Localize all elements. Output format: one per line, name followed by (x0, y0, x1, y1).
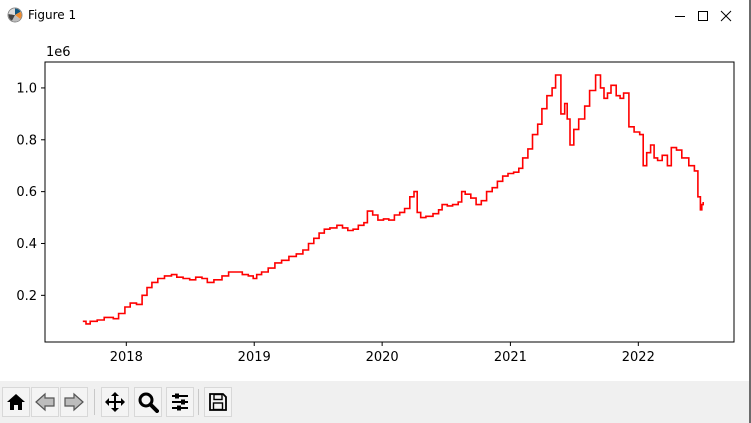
plot-area (44, 61, 735, 343)
home-icon (7, 394, 25, 410)
y-tick-label: 0.8 (16, 133, 37, 148)
y-tick-label: 1.0 (16, 81, 37, 96)
close-button[interactable] (703, 0, 749, 31)
y-axis: 0.2 0.4 0.6 0.8 1.0 (16, 81, 45, 304)
figure-canvas[interactable]: 1e6 2018 2019 2020 2021 2022 0.2 0.4 0.6 0.8 1.0 (0, 31, 751, 381)
x-axis: 2018 2019 2020 2021 2022 (110, 342, 655, 365)
forward-button[interactable] (60, 387, 88, 417)
save-icon (209, 393, 227, 411)
matplotlib-logo-icon (7, 7, 23, 23)
configure-subplots-icon (172, 393, 188, 411)
forward-icon (64, 392, 84, 412)
title-bar: Figure 1 (0, 0, 751, 31)
configure-subplots-button[interactable] (166, 387, 194, 417)
back-icon (35, 392, 55, 412)
home-button[interactable] (2, 387, 30, 417)
close-icon (720, 10, 732, 21)
maximize-button[interactable] (680, 0, 726, 31)
window-border (749, 0, 751, 423)
zoom-button[interactable] (134, 387, 162, 417)
pan-button[interactable] (101, 387, 129, 417)
save-button[interactable] (204, 387, 232, 417)
navigation-toolbar (0, 381, 751, 423)
window-title: Figure 1 (28, 8, 77, 22)
y-tick-label: 0.6 (16, 185, 37, 200)
toolbar-separator (198, 389, 199, 415)
y-tick-label: 0.4 (16, 237, 37, 252)
x-tick-label: 2021 (494, 350, 527, 365)
x-tick-label: 2019 (238, 350, 271, 365)
y-tick-label: 0.2 (16, 289, 37, 304)
minimize-icon (675, 15, 685, 17)
x-tick-label: 2022 (622, 350, 655, 365)
maximize-icon (698, 10, 708, 21)
pan-icon (105, 392, 125, 412)
x-tick-label: 2018 (110, 350, 143, 365)
series-line (82, 74, 704, 325)
line-chart: 1e6 2018 2019 2020 2021 2022 0.2 0.4 0.6 0.8 1.0 (16, 45, 735, 365)
minimize-button[interactable] (657, 0, 703, 31)
back-button[interactable] (31, 387, 59, 417)
toolbar-separator (94, 389, 95, 415)
y-offset-label: 1e6 (46, 45, 71, 60)
x-tick-label: 2020 (366, 350, 399, 365)
zoom-icon (138, 392, 159, 413)
